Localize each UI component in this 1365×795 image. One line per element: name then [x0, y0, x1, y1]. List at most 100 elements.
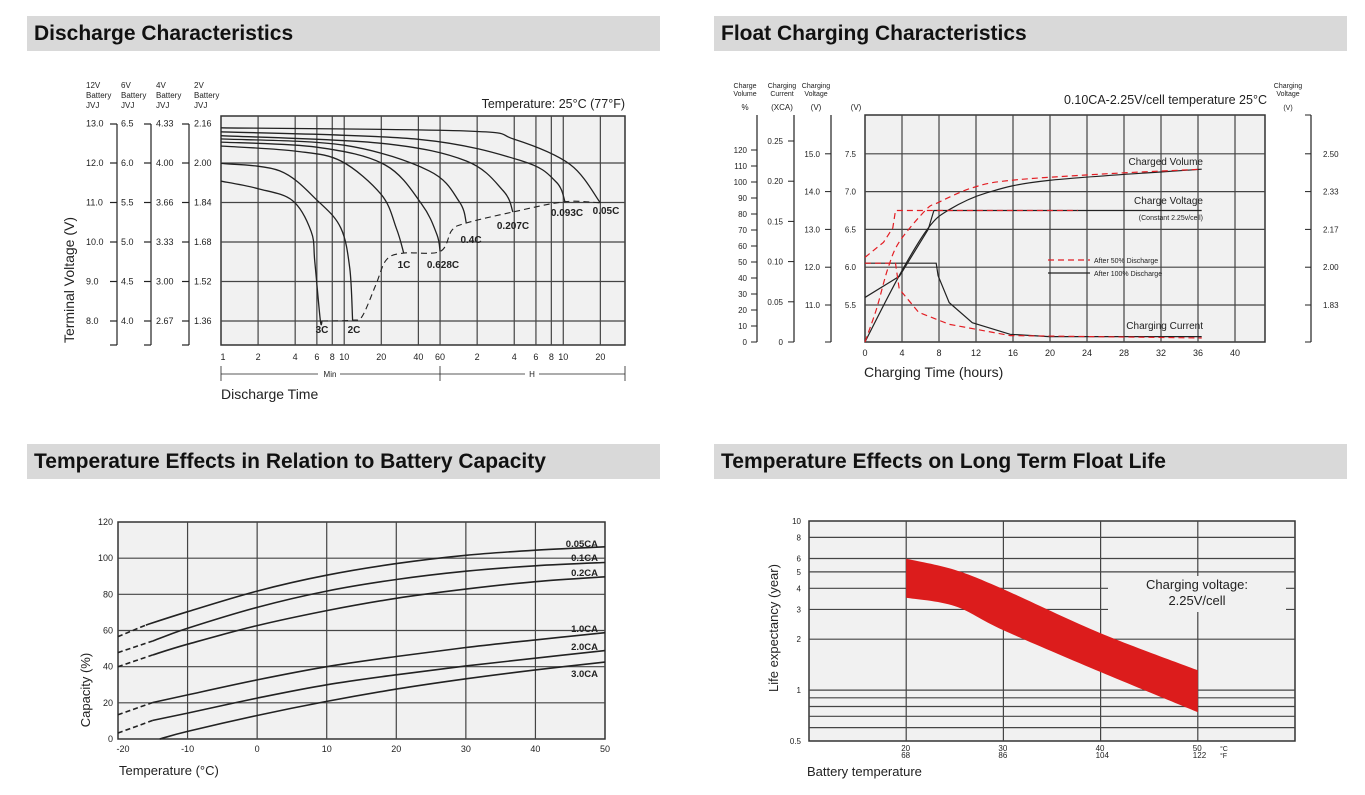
y-tick-label: 10.0	[86, 237, 104, 247]
charging-voltage-6v-tick-label: 6.5	[845, 225, 857, 234]
y-tick-label: 3	[797, 605, 802, 614]
y-tick-label: 60	[103, 626, 113, 636]
range-label-hour: H	[529, 370, 535, 379]
y-tick-label: 6	[797, 555, 802, 564]
y-tick-label: 1.52	[194, 277, 212, 287]
y-axis-header: Battery	[156, 91, 181, 100]
y-tick-label: 4.33	[156, 119, 174, 129]
test-conditions-annotation: 0.10CA-2.25V/cell temperature 25°C	[1064, 93, 1267, 107]
y-tick-label: 1.36	[194, 316, 212, 326]
charging-voltage-6v-tick-label: 7.5	[845, 150, 857, 159]
charge-volume-tick-label: 120	[734, 146, 748, 155]
y-tick-label: 0.5	[790, 737, 802, 746]
right-axis-header: Voltage	[1276, 91, 1299, 98]
x-tick-label: 6	[314, 352, 319, 362]
y-tick-label: 5	[797, 568, 802, 577]
y-tick-label: 80	[103, 589, 113, 599]
charging-current-tick-label: 0.25	[767, 137, 783, 146]
y-tick-label: 1.68	[194, 237, 212, 247]
x-tick-label: 36	[1193, 348, 1203, 358]
y-axis-header: Charge	[734, 83, 757, 90]
x-tick-label: 40	[1230, 348, 1240, 358]
y-tick-label: 13.0	[86, 119, 104, 129]
y-tick-label: 10	[792, 517, 801, 526]
x-axis-title: Battery temperature	[807, 764, 922, 779]
y-axis-header: Volume	[733, 91, 756, 98]
discharge-curve-0.207C	[220, 135, 514, 213]
charging-voltage-12v-tick-label: 13.0	[804, 225, 820, 234]
x-tick-label-fahrenheit: 68	[901, 751, 910, 760]
series-label-0.093C: 0.093C	[551, 208, 583, 219]
charging-voltage-2v-tick-label: 2.17	[1323, 225, 1339, 234]
x-unit-fahrenheit: °F	[1220, 752, 1227, 760]
after-50-charged-volume-pct-curve	[864, 168, 1202, 343]
y-axis-header: (V)	[811, 103, 822, 112]
y-tick-label: 4.0	[121, 316, 134, 326]
x-tick-label-celsius: 50	[1193, 744, 1202, 753]
charging-current-tick-label: 0.05	[767, 298, 783, 307]
charge-volume-tick-label: 20	[738, 306, 747, 315]
y-axis-title: Life expectancy (year)	[766, 564, 781, 692]
y-axis-header: 6V	[121, 81, 131, 90]
after-50-charging-current-ca-curve	[864, 262, 1202, 339]
section-title: Temperature Effects on Long Term Float L…	[721, 450, 1166, 473]
x-tick-label: 10	[339, 352, 349, 362]
x-tick-label: 50	[600, 744, 610, 754]
temperature-annotation: Temperature: 25°C (77°F)	[482, 97, 625, 111]
charging-voltage-12v-tick-label: 15.0	[804, 150, 820, 159]
series-label-3C: 3C	[316, 325, 329, 336]
x-tick-label: 2	[256, 352, 261, 362]
x-tick-label: 10	[558, 352, 568, 362]
y-axis-header: Current	[770, 91, 793, 98]
x-tick-label: 32	[1156, 348, 1166, 358]
charging-voltage-12v-tick-label: 12.0	[804, 263, 820, 272]
charge-volume-tick-label: 70	[738, 226, 747, 235]
y-tick-label: 3.00	[156, 277, 174, 287]
x-tick-label: 20	[376, 352, 386, 362]
x-tick-label: 24	[1082, 348, 1092, 358]
series-label-1C: 1C	[398, 260, 411, 271]
capacity-curve-0.2CA	[152, 576, 606, 656]
charge-volume-tick-label: 0	[743, 338, 748, 347]
discharge-curve-0.093C	[220, 131, 566, 202]
y-axis-header: Charging	[768, 83, 797, 90]
x-tick-label-celsius: 20	[901, 744, 910, 753]
curve-label-constant-voltage: (Constant 2.25v/cell)	[1139, 215, 1203, 222]
capacity-curve-3.0CA	[159, 661, 606, 740]
x-tick-label: 0	[255, 744, 260, 754]
capacity-curve-extrapolated-0.1CA	[117, 640, 154, 654]
discharge-curve-0.05C	[220, 127, 601, 204]
y-tick-label: 2.67	[156, 316, 174, 326]
capacity-curve-0.05CA	[145, 546, 606, 626]
charging-voltage-2v-tick-label: 2.50	[1323, 150, 1339, 159]
x-tick-label: 8	[936, 348, 941, 358]
life-expectancy-band	[906, 558, 1198, 713]
series-label-2C: 2C	[348, 325, 361, 336]
x-tick-label: -10	[181, 744, 194, 754]
charge-volume-tick-label: 30	[738, 290, 747, 299]
charging-voltage-annotation: 2.25V/cell	[1168, 593, 1225, 608]
series-label-2.0CA: 2.0CA	[571, 642, 598, 653]
y-tick-label: 100	[98, 553, 113, 563]
charge-volume-tick-label: 80	[738, 210, 747, 219]
x-tick-label: 4	[512, 352, 517, 362]
discharge-chart: 1 2 4 6 8 10 20 40 60 2 4 6 8 10 20 Min H Discharge Time T…	[61, 81, 626, 402]
y-tick-label: 2	[797, 635, 802, 644]
section-header-float-life: Temperature Effects on Long Term Float L…	[714, 444, 1347, 479]
x-tick-label: 10	[322, 744, 332, 754]
y-tick-label: 5.5	[121, 198, 134, 208]
x-tick-label-celsius: 40	[1096, 744, 1105, 753]
after-50-charge-voltage-v-curve	[864, 209, 1078, 258]
charging-voltage-12v-tick-label: 11.0	[805, 301, 821, 310]
y-axis-header: (V)	[851, 103, 862, 112]
x-tick-label: 0	[862, 348, 867, 358]
section-header-discharge: Discharge Characteristics	[27, 16, 660, 51]
y-tick-label: 1	[797, 686, 802, 695]
y-tick-label: 4.00	[156, 158, 174, 168]
temperature-capacity-chart: -20 -10 0 10 20 30 40 50 0 20 40 60 80 100 120 Temperat…	[78, 517, 610, 778]
charge-volume-tick-label: 110	[734, 162, 747, 171]
y-tick-label: 2.16	[194, 119, 212, 129]
float-charging-chart: 0 4 8 12 16 20 24 28 32 36 40 Charging Time (hours)…	[733, 83, 1339, 380]
x-tick-label: 30	[461, 744, 471, 754]
section-title: Float Charging Characteristics	[721, 22, 1027, 45]
